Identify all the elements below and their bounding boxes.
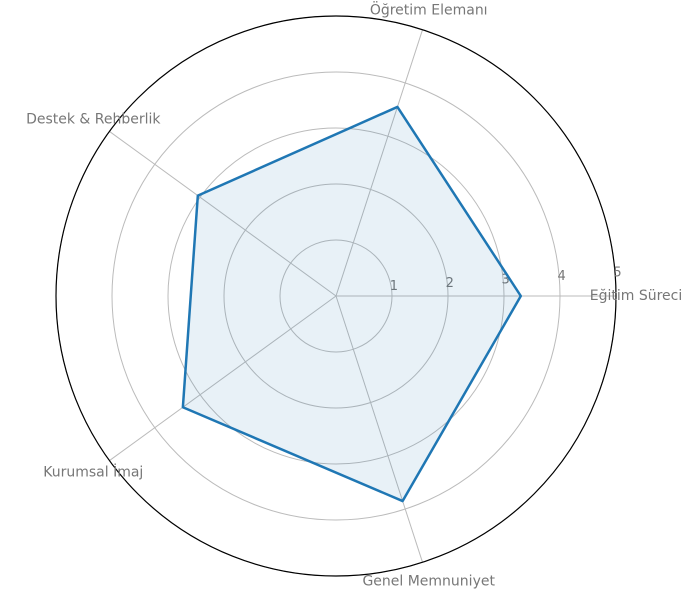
- category-label: Eğitim Süreci: [590, 288, 683, 304]
- frame: [55, 15, 617, 577]
- y-tick-label: 5: [613, 266, 621, 281]
- spoke: [109, 295, 337, 461]
- y-tick-label: 4: [557, 269, 565, 284]
- y-tick-label: 3: [502, 272, 510, 287]
- spoke: [335, 29, 424, 297]
- y-tick-label: 2: [446, 276, 454, 291]
- category-label: Genel Memnuniyet: [362, 573, 495, 589]
- category-label: Kurumsal İmaj: [43, 462, 143, 480]
- category-label: Destek & Rehberlik: [26, 112, 161, 128]
- y-tick-label: 1: [390, 279, 398, 294]
- radar-area: [182, 106, 521, 502]
- spoke: [109, 131, 337, 297]
- radar-line: [181, 105, 523, 503]
- category-label: Öğretim Elemanı: [370, 1, 488, 19]
- spoke: [335, 295, 424, 563]
